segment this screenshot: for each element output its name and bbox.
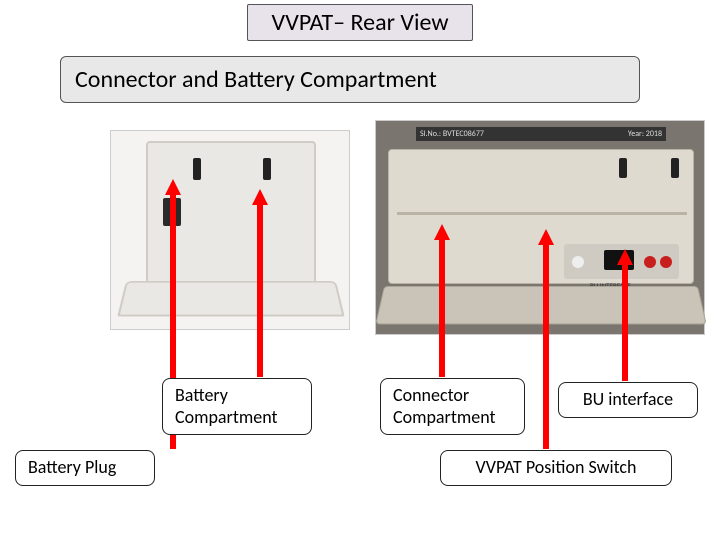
label-battery-compartment: BatteryCompartment xyxy=(162,378,312,435)
photo-battery-compartment xyxy=(110,130,350,330)
year-label: Year: 2018 xyxy=(628,129,662,139)
label-battery-plug-text: Battery Plug xyxy=(28,456,116,478)
label-battery-plug: Battery Plug xyxy=(15,450,155,486)
label-connector-compartment-text: ConnectorCompartment xyxy=(393,384,496,428)
page-title: VVPAT– Rear View xyxy=(247,4,473,41)
serial-label: Sl.No.: BVTEC08677 xyxy=(420,129,484,139)
label-bu-interface: BU interface xyxy=(558,382,698,418)
label-battery-compartment-text: BatteryCompartment xyxy=(175,384,278,428)
page-subtitle-text: Connector and Battery Compartment xyxy=(75,65,437,94)
label-position-switch: VVPAT Position Switch xyxy=(440,450,672,486)
label-bu-interface-text: BU interface xyxy=(583,388,673,410)
label-position-switch-text: VVPAT Position Switch xyxy=(476,456,637,478)
page-subtitle: Connector and Battery Compartment xyxy=(60,56,640,103)
label-connector-compartment: ConnectorCompartment xyxy=(380,378,525,435)
photo-connector-compartment: Sl.No.: BVTEC08677 Year: 2018 BU INTERFA… xyxy=(375,120,705,335)
page-title-text: VVPAT– Rear View xyxy=(272,8,449,37)
device-info-strip: Sl.No.: BVTEC08677 Year: 2018 xyxy=(416,127,666,141)
